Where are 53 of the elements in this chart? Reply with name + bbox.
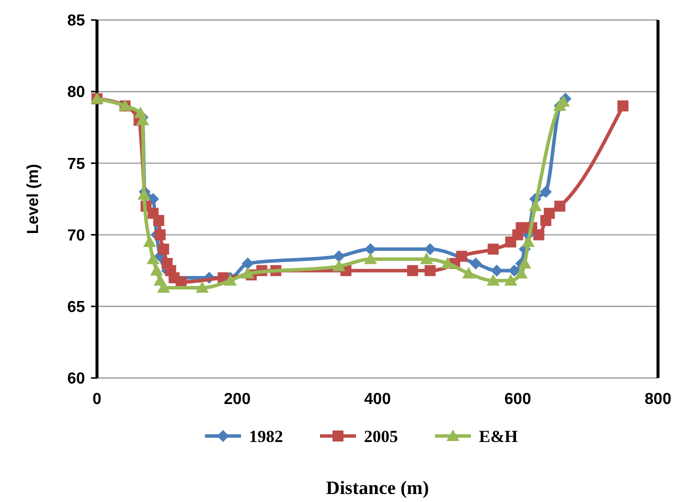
point xyxy=(470,257,482,270)
x-tick-label: 200 xyxy=(224,391,251,408)
point xyxy=(540,186,552,198)
point xyxy=(241,266,254,278)
x-tick-label: 400 xyxy=(364,391,391,408)
y-tick-label: 65 xyxy=(67,299,86,316)
point xyxy=(544,208,555,219)
point xyxy=(424,243,436,256)
point xyxy=(242,257,254,270)
point xyxy=(424,265,436,276)
point xyxy=(146,252,160,264)
point xyxy=(456,250,468,262)
point xyxy=(514,266,528,278)
point xyxy=(518,256,532,268)
point xyxy=(617,100,628,112)
y-tick-label: 75 xyxy=(67,156,86,173)
y-tick-label: 80 xyxy=(67,84,86,102)
point xyxy=(407,265,418,276)
point xyxy=(332,250,345,262)
point xyxy=(158,244,170,255)
point xyxy=(364,252,377,264)
legend-label: 1982 xyxy=(249,426,283,446)
point xyxy=(462,266,476,278)
y-tick-label: 85 xyxy=(67,12,86,30)
x-tick-label: 800 xyxy=(644,391,672,408)
point xyxy=(504,274,518,286)
x-axis-title: Distance (m) xyxy=(326,478,429,499)
x-tick-label: 600 xyxy=(504,391,532,408)
point xyxy=(196,281,209,293)
point xyxy=(488,244,499,255)
point xyxy=(522,235,535,247)
point xyxy=(533,229,544,240)
point xyxy=(224,274,237,286)
point xyxy=(364,243,376,256)
point xyxy=(143,235,156,247)
point xyxy=(153,214,164,226)
y-tick-label: 70 xyxy=(67,227,86,244)
y-axis-title: Level (m) xyxy=(25,164,42,234)
point xyxy=(441,256,454,268)
y-tick-label: 60 xyxy=(67,370,86,388)
point xyxy=(516,222,527,234)
legend-label: 2005 xyxy=(364,426,398,446)
point xyxy=(508,264,520,277)
point xyxy=(490,264,503,277)
point xyxy=(554,200,566,212)
legend-label: E&H xyxy=(479,426,518,446)
point xyxy=(332,260,346,272)
point xyxy=(528,200,542,212)
point xyxy=(150,264,164,276)
x-tick-label: 0 xyxy=(92,391,102,408)
point xyxy=(420,252,434,264)
point xyxy=(486,274,500,286)
point xyxy=(154,229,166,240)
